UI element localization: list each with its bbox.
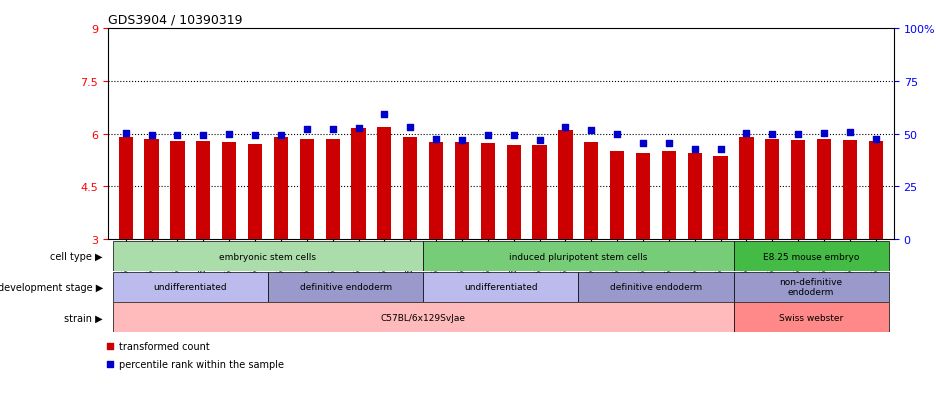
Point xyxy=(196,133,211,139)
Bar xyxy=(734,242,888,271)
Point xyxy=(662,141,677,147)
Point xyxy=(791,132,806,138)
Point xyxy=(609,131,624,138)
Bar xyxy=(170,141,184,240)
Text: definitive endoderm: definitive endoderm xyxy=(610,282,702,292)
Bar xyxy=(377,127,391,240)
Bar xyxy=(197,141,211,240)
Bar xyxy=(636,154,651,240)
Text: GDS3904 / 10390319: GDS3904 / 10390319 xyxy=(108,13,242,26)
Bar xyxy=(578,272,734,302)
Bar xyxy=(481,144,495,240)
Bar xyxy=(222,143,236,240)
Point xyxy=(636,141,651,147)
Point xyxy=(351,126,366,132)
Bar xyxy=(113,272,268,302)
Bar xyxy=(688,154,702,240)
Bar xyxy=(558,131,573,240)
Bar xyxy=(248,145,262,240)
Text: development stage ▶: development stage ▶ xyxy=(0,282,103,292)
Bar xyxy=(533,145,547,240)
Point xyxy=(222,132,237,138)
Bar xyxy=(506,145,520,240)
Point xyxy=(480,133,495,139)
Bar xyxy=(766,140,780,240)
Bar xyxy=(662,152,676,240)
Bar xyxy=(584,143,598,240)
Point xyxy=(687,147,702,153)
Point xyxy=(248,132,263,139)
Bar xyxy=(734,303,888,332)
Point xyxy=(429,136,444,143)
Text: percentile rank within the sample: percentile rank within the sample xyxy=(120,359,285,370)
Text: E8.25 mouse embryo: E8.25 mouse embryo xyxy=(763,252,859,261)
Bar xyxy=(300,140,314,240)
Text: strain ▶: strain ▶ xyxy=(65,313,103,323)
Point xyxy=(842,129,857,136)
Bar xyxy=(869,141,883,240)
Point xyxy=(739,130,754,137)
Text: cell type ▶: cell type ▶ xyxy=(51,252,103,261)
Text: undifferentiated: undifferentiated xyxy=(154,282,227,292)
Point xyxy=(713,147,728,153)
Bar xyxy=(791,140,805,240)
Point xyxy=(455,137,470,144)
Bar xyxy=(113,303,734,332)
Point xyxy=(506,133,521,139)
Bar xyxy=(268,272,423,302)
Point xyxy=(118,130,133,137)
Point xyxy=(532,137,547,144)
Text: embryonic stem cells: embryonic stem cells xyxy=(219,252,316,261)
Bar xyxy=(713,157,727,240)
Point xyxy=(816,130,831,137)
Bar xyxy=(403,138,417,240)
Bar xyxy=(734,272,888,302)
Point xyxy=(144,132,159,139)
Bar xyxy=(817,140,831,240)
Point xyxy=(103,361,118,368)
Text: definitive endoderm: definitive endoderm xyxy=(300,282,391,292)
Bar xyxy=(429,143,444,240)
Point xyxy=(765,132,780,138)
Bar xyxy=(351,129,366,240)
Text: non-definitive
endoderm: non-definitive endoderm xyxy=(780,278,842,297)
Point xyxy=(869,136,884,143)
Text: induced pluripotent stem cells: induced pluripotent stem cells xyxy=(509,252,648,261)
Bar xyxy=(113,242,423,271)
Bar xyxy=(274,138,288,240)
Point xyxy=(377,112,392,118)
Point xyxy=(584,128,599,134)
Text: C57BL/6x129SvJae: C57BL/6x129SvJae xyxy=(381,313,466,322)
Bar xyxy=(326,140,340,240)
Point xyxy=(170,132,185,139)
Text: Swiss webster: Swiss webster xyxy=(779,313,843,322)
Point xyxy=(402,125,417,131)
Bar xyxy=(610,152,624,240)
Point xyxy=(103,343,118,349)
Point xyxy=(325,127,340,133)
Text: transformed count: transformed count xyxy=(120,341,210,351)
Point xyxy=(558,124,573,131)
Point xyxy=(300,127,314,133)
Text: undifferentiated: undifferentiated xyxy=(464,282,537,292)
Bar xyxy=(423,242,734,271)
Bar xyxy=(455,143,469,240)
Bar xyxy=(423,272,578,302)
Point xyxy=(273,132,288,139)
Bar xyxy=(842,140,857,240)
Bar xyxy=(119,138,133,240)
Bar xyxy=(144,140,159,240)
Bar xyxy=(739,138,753,240)
